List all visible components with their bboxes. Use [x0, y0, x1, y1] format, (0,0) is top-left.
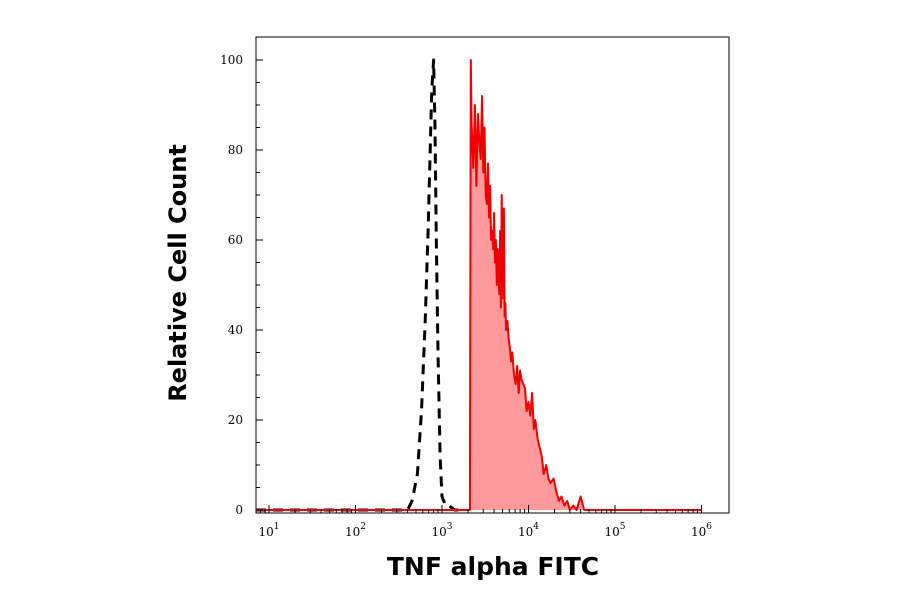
y-tick-label: 40 [228, 323, 243, 337]
y-axis-title: Relative Cell Count [164, 144, 192, 402]
x-tick-label: 105 [604, 522, 625, 539]
x-tick-label: 106 [691, 522, 712, 539]
x-tick-base: 10 [345, 525, 360, 539]
x-tick-label: 103 [431, 522, 452, 539]
x-tick-exponent: 3 [447, 522, 453, 532]
x-tick-exponent: 6 [706, 522, 712, 532]
y-tick-label: 100 [220, 53, 243, 67]
x-tick-exponent: 1 [274, 522, 280, 532]
x-tick-base: 10 [258, 525, 273, 539]
y-axis: 0 20 40 60 80 100 [220, 53, 263, 517]
x-tick-base: 10 [518, 525, 533, 539]
series-line-0 [256, 58, 460, 512]
x-tick-label: 104 [518, 522, 539, 539]
x-tick-exponent: 2 [360, 522, 366, 532]
x-tick-exponent: 5 [620, 522, 626, 532]
y-tick-label: 60 [228, 233, 243, 247]
y-tick-label: 20 [228, 413, 243, 427]
series-fill-1 [256, 60, 702, 510]
x-tick-base: 10 [691, 525, 706, 539]
x-tick-base: 10 [431, 525, 446, 539]
x-tick-label: 101 [258, 522, 279, 539]
series-lines [256, 58, 702, 512]
x-tick-label: 102 [345, 522, 366, 539]
y-tick-label: 80 [228, 143, 243, 157]
series-line-1 [256, 59, 702, 511]
x-tick-base: 10 [604, 525, 619, 539]
x-axis-title: TNF alpha FITC [387, 552, 599, 581]
y-tick-label: 0 [235, 503, 243, 517]
x-tick-exponent: 4 [533, 522, 539, 532]
x-axis: 101 102 103 104 105 106 [258, 505, 712, 539]
series-fills [256, 60, 702, 510]
